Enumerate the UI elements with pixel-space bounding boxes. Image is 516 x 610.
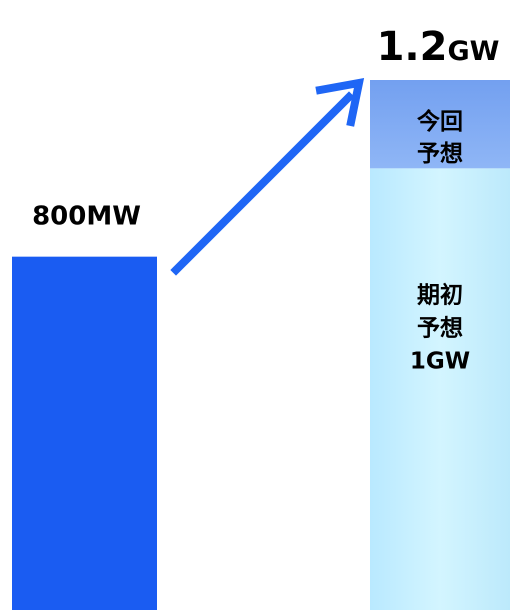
bar-800mw (12, 256, 157, 610)
bar-value-label-800mw: 800MW (32, 202, 141, 232)
arrow-head (315, 78, 365, 127)
bar-segment-initial-forecast (370, 168, 510, 610)
growth-arrow-icon (170, 78, 365, 276)
segment-label-initial-forecast: 期初予想 1GW (410, 281, 470, 374)
segment-label-current-forecast: 今回予想 (417, 108, 463, 167)
arrow-shaft (170, 91, 355, 276)
bar-segment-current-forecast (370, 80, 510, 169)
bar-value-label-1-2gw: 1.2GW (377, 24, 500, 70)
